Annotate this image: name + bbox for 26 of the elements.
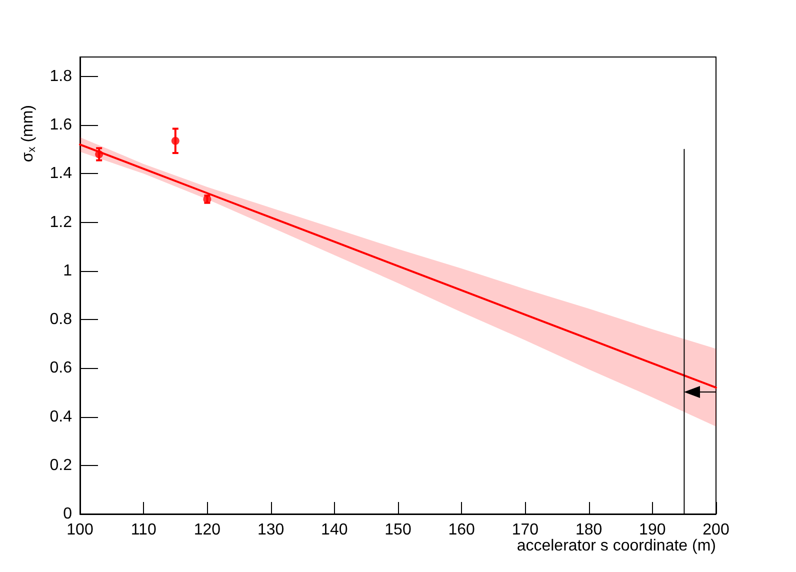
point (95, 150, 104, 158)
y-tick-label: 1 (63, 262, 72, 280)
x-tick-label: 170 (512, 522, 539, 538)
x-axis-title: accelerator s coordinate (m) (516, 538, 716, 554)
y-tick-label: 1.4 (50, 165, 72, 182)
y-tick-label: 0 (63, 506, 72, 522)
x-tick-label: 150 (384, 522, 412, 538)
x-tick-label: 120 (194, 522, 221, 538)
x-tick-label: 200 (702, 522, 730, 538)
x-tick-label: 110 (130, 522, 156, 538)
x-tick-label: 140 (321, 522, 348, 538)
y-tick-label: 1.6 (50, 116, 72, 134)
y-tick-label: 0.8 (50, 311, 72, 328)
x-tick-label: 180 (575, 522, 602, 538)
y-axis-title: σx (mm) (20, 104, 38, 162)
y-tick-label: 1.2 (50, 214, 72, 231)
x-tick-label: 100 (66, 522, 94, 538)
point (171, 136, 180, 145)
y-tick-label: 0.6 (50, 360, 72, 377)
x-tick-label: 160 (448, 522, 476, 538)
x-tick-label: 130 (257, 522, 284, 538)
x-tick-label: 190 (639, 522, 666, 538)
y-tick-label: 0.2 (50, 456, 72, 474)
line-series (79, 144, 717, 389)
y-tick-label: 0.4 (50, 408, 72, 426)
y-tick-label: 1.8 (50, 68, 72, 85)
